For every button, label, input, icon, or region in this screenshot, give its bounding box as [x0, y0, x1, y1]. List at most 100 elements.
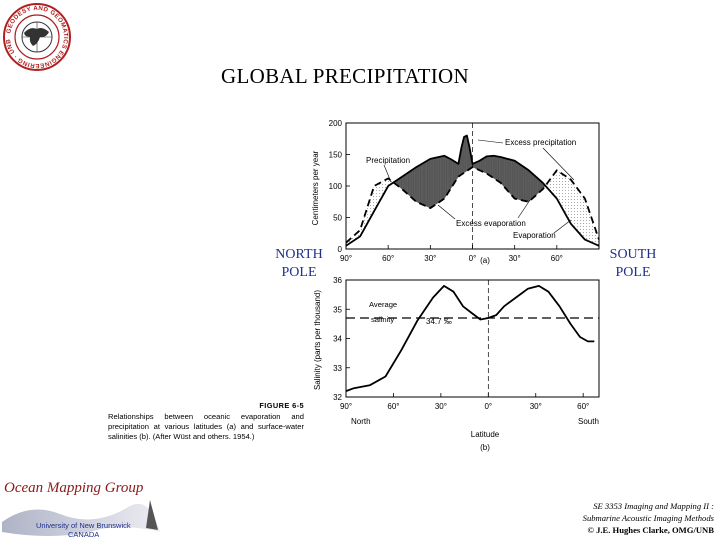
figure-number: FIGURE 6-5: [259, 401, 304, 410]
excess-evaporation-area: [582, 195, 584, 238]
excess-evaporation-area: [585, 200, 587, 241]
b-ytick-label: 35: [333, 305, 342, 314]
excess-evaporation-area: [571, 180, 573, 226]
excess-evaporation-area: [549, 179, 550, 191]
b-xtick-label: 60°: [577, 402, 589, 411]
excess-evaporation-area: [580, 192, 582, 236]
excess-evaporation-area: [568, 177, 569, 221]
excess-evaporation-area: [376, 184, 377, 208]
excess-evaporation-area: [372, 188, 374, 214]
figure-caption: FIGURE 6-5 Relationships between oceanic…: [108, 401, 304, 442]
excess-evaporation-area: [568, 178, 570, 222]
excess-evaporation-area: [553, 174, 555, 196]
excess-evaporation-area: [559, 172, 561, 205]
annotation-excess-precipitation: Excess precipitation: [505, 138, 576, 147]
excess-evaporation-area: [596, 233, 598, 246]
chart-a-ylabel: Centimeters per year: [311, 150, 320, 225]
average-label-line2: salinity: [371, 315, 394, 324]
excess-evaporation-area: [582, 194, 583, 238]
panel-a-label: (a): [480, 256, 490, 265]
excess-evaporation-area: [369, 199, 370, 221]
excess-evaporation-area: [591, 219, 593, 244]
excess-evaporation-area: [381, 181, 382, 199]
excess-evaporation-area: [591, 217, 592, 243]
excess-evaporation-area: [388, 178, 390, 186]
excess-evaporation-area: [384, 179, 386, 193]
b-xtick-label: 30°: [530, 402, 542, 411]
a-xtick-label: 60°: [551, 254, 563, 263]
a-xtick-label: 90°: [340, 254, 352, 263]
excess-evaporation-area: [570, 179, 572, 225]
excess-evaporation-area: [581, 193, 583, 237]
excess-evaporation-area: [574, 184, 576, 229]
figure-caption-text: Relationships between oceanic evaporatio…: [108, 412, 304, 441]
excess-evaporation-area: [573, 183, 575, 228]
excess-evaporation-area: [565, 175, 566, 215]
a-xtick-label: 30°: [509, 254, 521, 263]
excess-evaporation-area: [560, 172, 562, 207]
annotation-evaporation: Evaporation: [513, 231, 556, 240]
excess-evaporation-area: [596, 231, 597, 245]
excess-evaporation-area: [558, 171, 559, 203]
course-info: SE 3353 Imaging and Mapping II : Submari…: [583, 500, 714, 536]
excess-evaporation-area: [554, 172, 556, 198]
north-pole-line1: NORTH: [275, 247, 323, 262]
a-xtick-label: 30°: [424, 254, 436, 263]
excess-evaporation-area: [575, 185, 576, 230]
copyright: © J.E. Hughes Clarke, OMG/UNB: [587, 525, 715, 535]
excess-evaporation-area: [584, 198, 586, 240]
university-name: University of New Brunswick: [36, 521, 131, 530]
excess-evaporation-area: [371, 192, 373, 217]
excess-evaporation-area: [377, 183, 379, 205]
excess-evaporation-area: [589, 210, 590, 242]
annotation-excess-evaporation: Excess evaporation: [456, 219, 526, 228]
a-ytick-label: 0: [338, 245, 343, 254]
excess-evaporation-area: [577, 188, 578, 232]
excess-evaporation-area: [565, 176, 567, 217]
excess-evaporation-area: [387, 178, 389, 188]
excess-evaporation-area: [562, 174, 564, 210]
excess-evaporation-area: [552, 174, 554, 195]
excess-evaporation-area: [383, 180, 385, 194]
evaporation-line: [346, 166, 599, 244]
excess-evaporation-area: [554, 173, 555, 197]
excess-evaporation-area: [551, 175, 553, 194]
a-xtick-label: 60°: [382, 254, 394, 263]
excess-evaporation-area: [558, 171, 560, 204]
excess-evaporation-area: [593, 223, 595, 244]
excess-evaporation-area: [575, 186, 577, 231]
excess-evaporation-area: [363, 216, 365, 231]
average-value-label: 34.7 ‰: [426, 317, 452, 326]
wave-graphic: [2, 500, 160, 536]
excess-evaporation-area: [380, 182, 382, 200]
salinity-line: [346, 285, 595, 392]
excess-evaporation-area: [561, 173, 563, 209]
course-line-1: SE 3353 Imaging and Mapping II :: [593, 501, 714, 511]
excess-evaporation-area: [370, 194, 372, 218]
excess-evaporation-area: [561, 173, 562, 208]
excess-evaporation-area: [580, 191, 581, 235]
excess-evaporation-area: [563, 174, 564, 212]
excess-evaporation-area: [383, 180, 384, 195]
a-ytick-label: 150: [329, 151, 343, 160]
excess-evaporation-area: [572, 181, 573, 227]
excess-evaporation-area: [588, 208, 590, 242]
b-ytick-label: 34: [333, 335, 342, 344]
a-xtick-label: 0°: [469, 254, 477, 263]
excess-evaporation-area: [556, 170, 558, 200]
excess-evaporation-area: [566, 176, 568, 218]
b-xtick-label: 90°: [340, 402, 352, 411]
panel-b-label: (b): [480, 443, 490, 452]
south-pole-line1: SOUTH: [609, 247, 657, 262]
chart-b-frame: [345, 279, 600, 398]
excess-evaporation-area: [563, 174, 565, 213]
excess-evaporation-area: [367, 203, 369, 223]
excess-evaporation-area: [556, 170, 557, 199]
excess-evaporation-area: [551, 176, 552, 194]
excess-evaporation-area: [583, 196, 585, 239]
b-ytick-label: 33: [333, 364, 342, 373]
excess-evaporation-area: [594, 225, 595, 244]
a-ytick-label: 50: [333, 214, 342, 223]
excess-evaporation-area: [590, 214, 592, 243]
